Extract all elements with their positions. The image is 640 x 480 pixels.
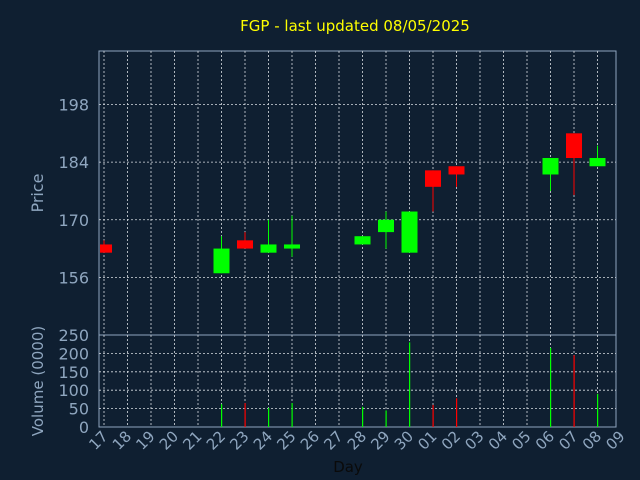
x-tick-label: 08 bbox=[579, 427, 605, 453]
price-y-tick-label: 170 bbox=[58, 211, 89, 230]
candle bbox=[401, 211, 418, 253]
candle bbox=[589, 145, 606, 167]
x-tick-label: 30 bbox=[391, 427, 417, 453]
volume-bar bbox=[362, 406, 364, 427]
candle-body bbox=[448, 166, 465, 175]
x-tick-label: 07 bbox=[555, 427, 581, 453]
volume-bar bbox=[597, 393, 599, 427]
candle bbox=[354, 236, 371, 245]
price-y-tick-label: 156 bbox=[58, 268, 89, 287]
volume-y-tick-label: 150 bbox=[58, 363, 89, 382]
candle-body bbox=[401, 211, 418, 253]
price-y-tick-label: 184 bbox=[58, 153, 89, 172]
x-tick-label: 29 bbox=[367, 427, 393, 453]
x-tick-label: 19 bbox=[132, 427, 158, 453]
candle-body bbox=[100, 244, 112, 253]
price-panel-frame bbox=[98, 50, 617, 336]
candle-body bbox=[566, 133, 582, 159]
candle-body bbox=[260, 244, 277, 253]
candle-body bbox=[237, 240, 253, 249]
candle-body bbox=[213, 248, 230, 274]
candle bbox=[260, 219, 277, 253]
volume-bar bbox=[456, 398, 458, 427]
x-tick-label: 17 bbox=[85, 427, 111, 453]
volume-bar bbox=[385, 410, 387, 427]
candle bbox=[213, 236, 230, 274]
x-tick-label: 18 bbox=[109, 427, 135, 453]
volume-panel-frame bbox=[98, 334, 617, 428]
candle bbox=[378, 211, 394, 249]
volume-bar bbox=[268, 407, 270, 427]
candle bbox=[100, 240, 112, 253]
volume-bar bbox=[244, 403, 246, 427]
candle-body bbox=[354, 236, 371, 245]
candle-body bbox=[425, 170, 441, 187]
x-tick-label: 23 bbox=[226, 427, 252, 453]
candle-body bbox=[542, 158, 559, 175]
x-tick-label: 28 bbox=[344, 427, 370, 453]
x-axis-ticks: 1718192021222324252627282930010203040506… bbox=[85, 427, 628, 453]
candle bbox=[284, 215, 300, 257]
x-tick-label: 02 bbox=[438, 427, 464, 453]
price-axis-label: Price bbox=[28, 173, 47, 212]
volume-bars bbox=[221, 342, 599, 427]
volume-bar bbox=[409, 342, 411, 427]
price-panel: 156 170 184 198 Price bbox=[28, 50, 617, 336]
x-axis-label: Day bbox=[333, 458, 363, 476]
candle bbox=[542, 158, 559, 191]
x-tick-label: 27 bbox=[320, 427, 346, 453]
x-tick-label: 06 bbox=[532, 427, 558, 453]
volume-bar bbox=[550, 347, 552, 427]
x-tick-label: 05 bbox=[508, 427, 534, 453]
candle bbox=[566, 133, 582, 196]
chart-title: FGP - last updated 08/05/2025 bbox=[240, 17, 470, 35]
candle bbox=[425, 170, 441, 212]
volume-bar bbox=[291, 403, 293, 427]
candle bbox=[448, 166, 465, 187]
x-tick-label: 01 bbox=[414, 427, 440, 453]
volume-y-tick-label: 0 bbox=[79, 418, 89, 437]
volume-bar bbox=[432, 404, 434, 427]
x-tick-label: 22 bbox=[203, 427, 229, 453]
candle-body bbox=[589, 158, 606, 167]
candle-body bbox=[284, 244, 300, 249]
volume-y-tick-label: 250 bbox=[58, 326, 89, 345]
x-tick-label: 20 bbox=[156, 427, 182, 453]
volume-axis-label: Volume (0000) bbox=[29, 326, 47, 436]
x-tick-label: 26 bbox=[297, 427, 323, 453]
candle-body bbox=[378, 219, 394, 233]
x-tick-label: 24 bbox=[250, 427, 276, 453]
x-tick-label: 03 bbox=[461, 427, 487, 453]
volume-y-tick-label: 100 bbox=[58, 381, 89, 400]
x-tick-label: 25 bbox=[273, 427, 299, 453]
x-tick-label: 21 bbox=[179, 427, 205, 453]
candles bbox=[100, 133, 606, 274]
x-tick-label: 09 bbox=[602, 427, 628, 453]
candle bbox=[237, 232, 253, 249]
volume-bar bbox=[573, 355, 575, 427]
x-tick-label: 04 bbox=[485, 427, 511, 453]
volume-bar bbox=[221, 404, 223, 427]
volume-y-tick-label: 50 bbox=[69, 400, 89, 419]
price-y-tick-label: 198 bbox=[58, 96, 89, 115]
price-grid bbox=[99, 51, 616, 335]
volume-grid bbox=[99, 335, 616, 427]
price-y-ticks: 156 170 184 198 bbox=[58, 96, 89, 288]
volume-y-tick-label: 200 bbox=[58, 344, 89, 363]
